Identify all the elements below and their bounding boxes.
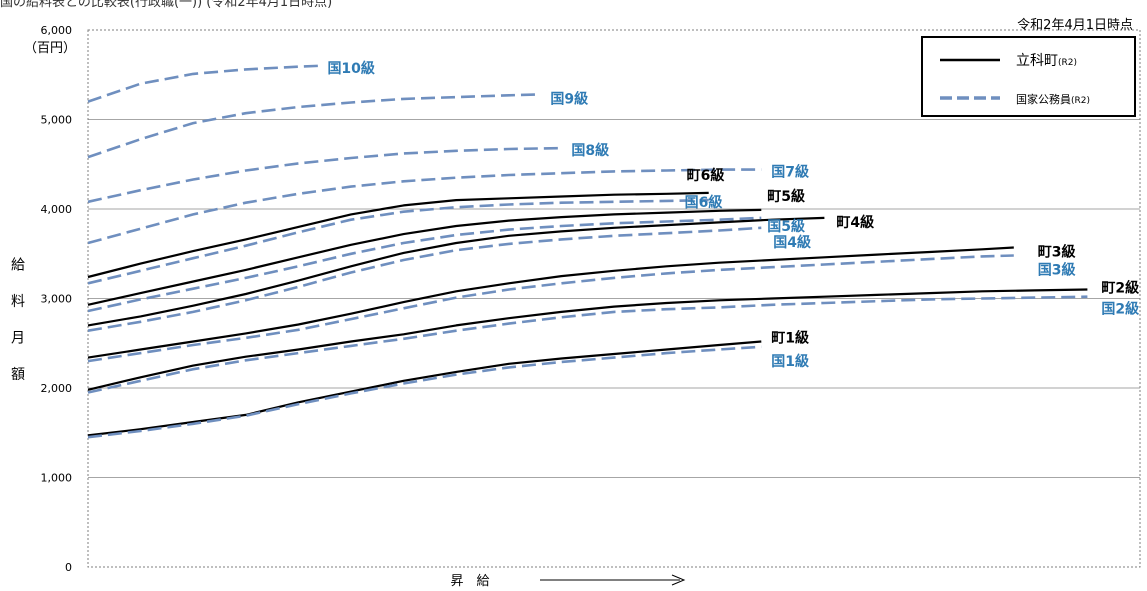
y-tick-label: 2,000 xyxy=(41,382,73,395)
series-line xyxy=(87,146,562,204)
series-end-label: 町1級 xyxy=(771,329,809,346)
series-end-label: 国9級 xyxy=(550,90,588,107)
y-axis-label-char: 額 xyxy=(11,367,25,383)
series-end-label: 町2級 xyxy=(1101,280,1139,297)
y-axis-label-char: 給 xyxy=(11,258,25,274)
series-end-label: 町5級 xyxy=(767,188,805,205)
legend-entry-label: 国家公務員(R2) xyxy=(1016,92,1090,106)
series-end-label: 町4級 xyxy=(836,214,874,231)
y-tick-label: 0 xyxy=(65,561,72,574)
series-end-label: 国7級 xyxy=(771,164,809,181)
series-line xyxy=(87,246,1014,359)
series-end-label: 国6級 xyxy=(685,194,723,211)
page-header-partial: 国の給料表との比較表(行政職(一)) (令和2年4月1日時点) xyxy=(0,0,333,10)
series-end-label: 国4級 xyxy=(773,234,811,251)
as-of-date: 令和2年4月1日時点 xyxy=(1017,18,1133,33)
series-line xyxy=(87,254,1014,363)
x-axis-arrow-head xyxy=(671,574,686,586)
y-axis-label-char: 料 xyxy=(11,294,25,310)
y-tick-label: 4,000 xyxy=(41,203,73,216)
series-end-label: 国1級 xyxy=(771,353,809,370)
series-line xyxy=(87,168,762,245)
y-unit-label: （百円） xyxy=(24,41,76,56)
x-axis-label: 昇 給 xyxy=(450,574,489,589)
series-line xyxy=(87,198,709,285)
plot-border xyxy=(87,29,1141,568)
series-end-label: 国3級 xyxy=(1038,262,1076,279)
series-end-label: 町6級 xyxy=(687,167,725,184)
legend: 立科町(R2)国家公務員(R2) xyxy=(921,36,1136,117)
series-line xyxy=(87,295,1088,394)
series-line xyxy=(87,93,541,159)
axis-layer: 0 1,000 2,000 3,000 4,000 5,000 6,000 （百円） 給料月額昇… xyxy=(11,24,1141,589)
series-line xyxy=(87,216,762,313)
y-tick-label: 1,000 xyxy=(41,472,73,485)
series-line xyxy=(87,340,762,437)
y-tick-label: 5,000 xyxy=(41,114,73,127)
grid-layer xyxy=(88,119,1140,478)
series-end-label: 国8級 xyxy=(571,142,609,159)
y-tick-label: 3,000 xyxy=(41,293,73,306)
series-layer xyxy=(87,64,1088,439)
series-end-label: 国5級 xyxy=(767,218,805,235)
series-line xyxy=(87,208,762,306)
series-line xyxy=(87,226,762,332)
series-line xyxy=(87,64,320,103)
series-line xyxy=(87,216,825,327)
y-axis-label-char: 月 xyxy=(11,330,25,346)
legend-box xyxy=(921,36,1136,117)
series-end-label: 国10級 xyxy=(327,60,374,77)
series-end-label: 国2級 xyxy=(1101,301,1139,318)
series-line xyxy=(87,288,1088,391)
y-tick-label: 6,000 xyxy=(41,24,73,37)
series-line xyxy=(87,345,762,439)
series-end-label: 町3級 xyxy=(1038,243,1076,260)
series-line xyxy=(87,191,709,279)
